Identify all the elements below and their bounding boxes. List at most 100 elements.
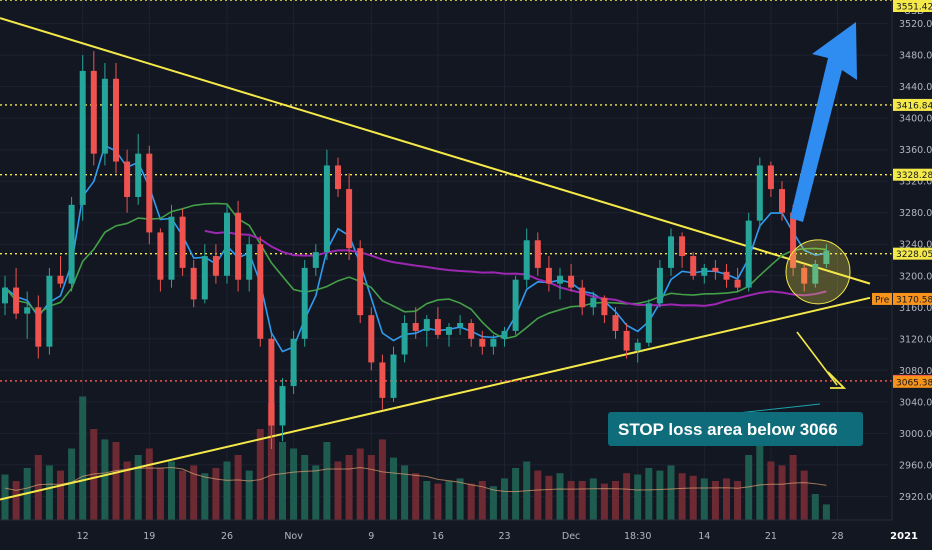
callout-box [608, 412, 863, 446]
candle-body [779, 189, 785, 213]
candle-body [823, 250, 830, 264]
volume-bar [345, 455, 353, 520]
candle-body [756, 165, 763, 221]
volume-bar [145, 448, 153, 520]
volume-bar [778, 465, 786, 520]
time-tick-label: 14 [698, 531, 710, 542]
candle-body [135, 153, 142, 197]
time-tick-label: 28 [831, 531, 843, 542]
volume-bar [323, 442, 331, 520]
candle-body [224, 212, 230, 276]
time-tick-label: 16 [432, 531, 444, 542]
time-tick-label: 26 [221, 531, 233, 542]
volume-bar [312, 465, 320, 520]
candle-body [479, 338, 486, 347]
callout-text: STOP loss area below 3066 [618, 420, 838, 439]
volume-bar [301, 455, 309, 520]
volume-bar [700, 478, 708, 520]
level-tag-text: 3416.84 [896, 101, 932, 111]
candle-body [57, 275, 64, 284]
volume-bar [822, 504, 830, 520]
level-tag-bg [893, 98, 932, 111]
volume-bar [445, 481, 453, 520]
triangle-trendlines[interactable] [0, 17, 871, 501]
candle-body [745, 220, 752, 288]
volume-bar [190, 465, 198, 520]
volume-bar [600, 483, 608, 520]
candle-body [612, 315, 619, 331]
price-tick-label: 3280.00 [899, 208, 932, 219]
candle-body [301, 267, 308, 339]
volume-bar [390, 457, 397, 520]
volume-bar [489, 486, 497, 520]
volume-bar [267, 403, 275, 520]
price-axis[interactable]: 3520.00 3480.00 3440.00 3400.00 3360.00 3320.… [891, 0, 932, 520]
horizontal-levels[interactable] [0, 0, 892, 382]
candle-body [68, 204, 75, 284]
pre-market-tag-text: Pre [875, 295, 890, 305]
candle-body [335, 165, 341, 190]
level-tag-bg [893, 168, 932, 181]
volume-bar [800, 470, 808, 520]
price-axis-background [892, 0, 932, 520]
volume-bar [467, 483, 475, 520]
price-tags: 3551.423416.843328.283228.053066.573170.… [872, 0, 932, 388]
candle-body [423, 319, 430, 331]
grid-lines [0, 0, 905, 520]
ma-slow-purple [204, 229, 827, 307]
candle-body [623, 330, 630, 351]
highlight-circle [785, 239, 851, 305]
candle-body [668, 236, 674, 268]
candle-body [357, 248, 364, 316]
candle-body [246, 244, 253, 280]
volume-bar [79, 396, 87, 520]
candle-body [346, 189, 353, 249]
candle-body [2, 287, 8, 304]
candle-body [679, 236, 686, 257]
candle-body [235, 212, 242, 280]
candle-body [656, 267, 663, 304]
time-tick-label: 18:30 [624, 531, 651, 542]
candle-body [257, 244, 264, 339]
volume-bar [256, 429, 264, 520]
level-tag-bg [893, 247, 932, 260]
candle-body [801, 267, 808, 284]
volume-bar [201, 473, 209, 520]
volume-bar [678, 473, 686, 520]
volume-bar [168, 461, 175, 520]
price-tick-label: 2920.00 [899, 492, 932, 503]
time-tick-label: Nov [284, 531, 303, 542]
level-tag-text: 3228.05 [896, 250, 932, 260]
candle-body [767, 165, 774, 190]
candle-body [290, 338, 297, 387]
volume-bar [734, 481, 742, 520]
volume-bar [578, 481, 586, 520]
time-tick-label: 23 [498, 531, 510, 542]
volume-bar [556, 473, 564, 520]
level-tag-bg [893, 0, 932, 12]
candle-body [101, 78, 108, 154]
price-tick-label: 3160.00 [899, 303, 932, 314]
candle-body [201, 256, 208, 300]
volume-bar [1, 474, 9, 520]
drawing-overlays[interactable]: STOP loss area below 3066 [608, 22, 863, 446]
candle-body [590, 297, 597, 308]
candle-body [79, 70, 86, 205]
price-tick-label: 3360.00 [899, 145, 932, 156]
candle-body [434, 319, 441, 335]
price-tag-text: 3170.58 [896, 295, 932, 305]
volume-bar [634, 474, 642, 520]
candle-body [379, 362, 386, 398]
candle-body [13, 287, 20, 314]
volume-bar [811, 494, 819, 520]
price-tag-text: 3065.38 [896, 378, 932, 388]
volume-bar [456, 478, 464, 520]
level-tag-text: 3328.28 [896, 171, 932, 181]
time-axis-background [0, 520, 932, 550]
volume-bar [567, 481, 575, 520]
volume-bar [356, 448, 364, 520]
volume-bar [34, 455, 42, 520]
volume-bar [212, 468, 220, 520]
